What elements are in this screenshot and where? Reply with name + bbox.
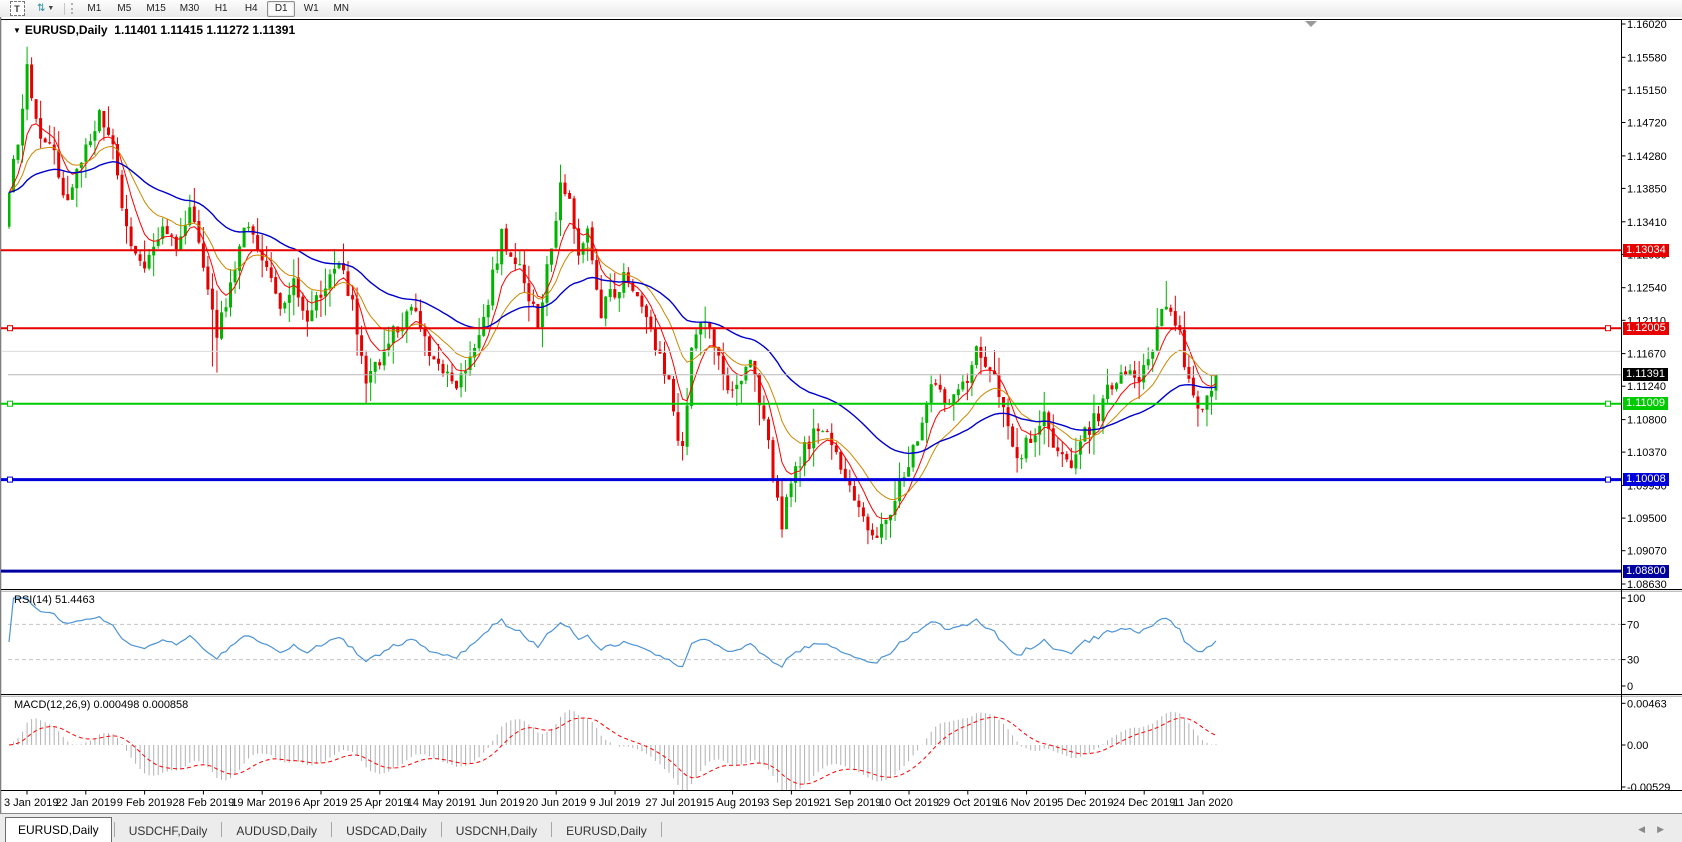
macd-histogram: [13, 710, 1217, 790]
tab-scroll-right-icon[interactable]: ▶: [1657, 824, 1676, 834]
date-axis-label: 16 Nov 2019: [995, 797, 1057, 809]
slow-ma-line: [8, 160, 1217, 455]
chart-tab-5-eurusd[interactable]: EURUSD,Daily: [566, 824, 647, 838]
rsi-axis-label: 70: [1627, 619, 1639, 631]
price-axis-label: 1.12980: [1627, 249, 1667, 261]
arrows-icon: ⇅: [37, 3, 46, 14]
price-axis-label: 1.16020: [1627, 19, 1667, 31]
date-axis-label: 24 Dec 2019: [1113, 797, 1175, 809]
date-axis-label: 21 Sep 2019: [819, 797, 881, 809]
timeframe-group: M1 M5 M15 M30 H1 H4 D1 W1 MN: [80, 0, 355, 17]
rsi-axis-label: 30: [1627, 655, 1639, 667]
tab-divider: [221, 822, 223, 837]
date-axis-label: 28 Feb 2019: [173, 797, 235, 809]
candlestick-series: [8, 46, 1218, 545]
chart-canvas[interactable]: 1.16020 1.15580 1.15150 1.14720 1.14280 1.138…: [1, 17, 1682, 814]
tab-scroll-arrows[interactable]: ◀▶: [1638, 824, 1676, 835]
price-axis-label: 1.10800: [1627, 415, 1667, 427]
timeframe-h4-button[interactable]: H4: [244, 3, 258, 14]
timeframe-m1-button[interactable]: M1: [87, 3, 102, 14]
price-axis-label: 1.10370: [1627, 447, 1667, 459]
chart-tab-1-usdchf[interactable]: USDCHF,Daily: [128, 824, 208, 838]
rsi-axis-label: 100: [1627, 593, 1645, 605]
timeframe-d1-button[interactable]: D1: [267, 0, 296, 17]
tab-divider: [660, 822, 662, 837]
toolbar-grip[interactable]: [71, 3, 76, 14]
chart-tab-0-eurusd[interactable]: EURUSD,Daily: [5, 817, 112, 842]
chart-shift-marker-icon[interactable]: [1305, 21, 1317, 27]
main-toolbar: T ⇅ ▼ M1 M5 M15 M30 H1 H4 D1 W1 MN: [0, 0, 1682, 17]
date-axis-label: 3 Jan 2019: [4, 797, 58, 809]
chart-tab-2-audusd[interactable]: AUDUSD,Daily: [236, 824, 318, 838]
rsi-axis-label: 0: [1627, 681, 1633, 693]
price-axis-label: 1.14280: [1627, 151, 1667, 163]
timeframe-m30-button[interactable]: M30: [179, 3, 200, 14]
date-axis-label: 5 Dec 2019: [1057, 797, 1113, 809]
chart-ohlc-values: 1.11401 1.11415 1.11272 1.11391: [114, 23, 296, 37]
chart-tab-3-usdcad[interactable]: USDCAD,Daily: [346, 824, 427, 838]
fast-ma-line: [8, 123, 1217, 520]
tab-divider: [440, 822, 442, 837]
date-axis-label: 22 Jan 2019: [56, 797, 117, 809]
tab-scroll-left-icon[interactable]: ◀: [1638, 824, 1658, 834]
arrow-tools-button[interactable]: ⇅ ▼: [31, 1, 60, 17]
date-axis-label: 1 Jun 2019: [470, 797, 524, 809]
date-axis-label: 25 Apr 2019: [350, 797, 409, 809]
timeframe-mn-button[interactable]: MN: [333, 3, 350, 14]
tab-divider: [331, 822, 333, 837]
date-axis-label: 19 Mar 2019: [231, 797, 293, 809]
timeframe-h1-button[interactable]: H1: [214, 3, 228, 14]
price-axis-label: 1.13850: [1627, 183, 1667, 195]
timeframe-w1-button[interactable]: W1: [303, 3, 319, 14]
medium-ma-line: [8, 145, 1217, 501]
chart-title: ▼ EURUSD,Daily 1.11401 1.11415 1.11272 1.…: [13, 23, 295, 37]
date-axis-label: 10 Oct 2019: [879, 797, 939, 809]
date-axis-label: 9 Jul 2019: [590, 797, 641, 809]
toolbar-divider: [64, 2, 66, 15]
price-axis-label: 1.09930: [1627, 481, 1667, 493]
rsi-line: [8, 597, 1217, 668]
date-axis-label: 15 Aug 2019: [702, 797, 764, 809]
timeframe-m5-button[interactable]: M5: [117, 3, 132, 14]
tab-divider: [551, 822, 553, 837]
price-axis-label: 1.15580: [1627, 52, 1667, 64]
chevron-down-icon: ▼: [47, 5, 55, 12]
price-axis-label: 1.13410: [1627, 217, 1667, 229]
chart-tab-bar: EURUSD,Daily USDCHF,Daily AUDUSD,Daily USDC…: [0, 813, 1682, 842]
price-axis-label: 1.08630: [1627, 579, 1667, 591]
price-axis-label: 1.15150: [1627, 85, 1667, 97]
price-axis-label: 1.11670: [1627, 349, 1666, 361]
date-axis-label: 11 Jan 2020: [1173, 797, 1233, 809]
macd-axis-label: 0.00463: [1627, 698, 1667, 710]
macd-axis-label: 0.00: [1627, 740, 1648, 752]
text-tool-button[interactable]: T: [3, 1, 31, 17]
price-axis-label: 1.12110: [1627, 315, 1666, 327]
price-axis-label: 1.12540: [1627, 283, 1667, 295]
chart-tabs: EURUSD,Daily USDCHF,Daily AUDUSD,Daily USDC…: [5, 817, 664, 842]
chart-symbol: EURUSD,Daily: [24, 23, 108, 37]
date-axis-label: 14 May 2019: [407, 797, 471, 809]
timeframe-m15-button[interactable]: M15: [146, 3, 166, 14]
tab-divider: [113, 822, 115, 837]
date-axis-label: 27 Jul 2019: [645, 797, 702, 809]
chart-window: 1.16020 1.15580 1.15150 1.14720 1.14280 1.138…: [0, 17, 1682, 814]
date-axis-label: 9 Feb 2019: [117, 797, 173, 809]
price-axis-label: 1.09500: [1627, 513, 1667, 525]
macd-indicator-label: MACD(12,26,9) 0.000498 0.000858: [14, 699, 189, 711]
price-axis-label: 1.09070: [1627, 546, 1667, 558]
text-tool-icon: T: [9, 1, 25, 16]
date-axis-label: 20 Jun 2019: [526, 797, 587, 809]
chart-dropdown-icon[interactable]: ▼: [13, 26, 21, 35]
date-axis-label: 3 Sep 2019: [763, 797, 819, 809]
chart-tab-4-usdcnh[interactable]: USDCNH,Daily: [455, 824, 538, 838]
price-axis-label: 1.11240: [1627, 381, 1666, 393]
rsi-indicator-label: RSI(14) 51.4463: [14, 594, 95, 606]
macd-signal-line: [8, 716, 1217, 785]
price-axis-label: 1.14720: [1627, 118, 1667, 130]
macd-axis-label: -0.00529: [1627, 782, 1670, 794]
date-axis-label: 29 Oct 2019: [938, 797, 998, 809]
date-axis-label: 6 Apr 2019: [294, 797, 347, 809]
